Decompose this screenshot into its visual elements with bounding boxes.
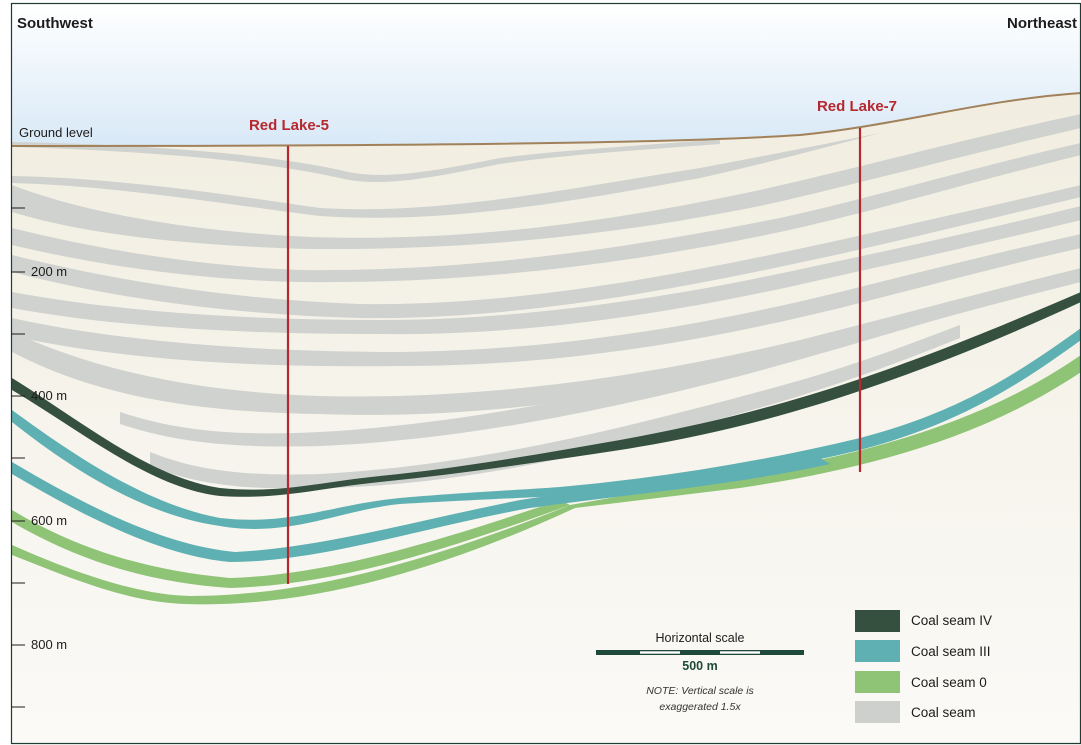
legend-swatch-coal-seam-0	[855, 671, 900, 693]
scale-note-line-2: exaggerated 1.5x	[659, 701, 741, 713]
legend-label-coal-seam-iii: Coal seam III	[911, 644, 991, 659]
scale-title: Horizontal scale	[656, 631, 745, 645]
ground-level-line	[11, 92, 1081, 147]
direction-northeast: Northeast	[1007, 15, 1077, 32]
legend-label-coal-seam-0: Coal seam 0	[911, 675, 987, 690]
scale-value: 500 m	[682, 659, 717, 673]
direction-southwest: Southwest	[17, 15, 93, 32]
depth-tick-800: 800 m	[31, 637, 67, 652]
coal-seam-iii-upper	[12, 328, 1081, 529]
well-label-red-lake-5: Red Lake-5	[249, 117, 329, 134]
coal-seam-band	[12, 268, 1081, 415]
ground-level-label: Ground level	[19, 125, 93, 140]
coal-seam-band	[120, 300, 960, 447]
coal-seam-iv	[12, 292, 1081, 497]
coal-seam-0	[12, 355, 1081, 605]
depth-tick-600: 600 m	[31, 513, 67, 528]
well-label-red-lake-7: Red Lake-7	[817, 98, 897, 115]
scale-note-line-1: NOTE: Vertical scale is	[646, 685, 754, 697]
coal-seam-0-upper	[12, 500, 570, 588]
legend-swatch-coal-seam-iv	[855, 610, 900, 632]
coal-seam-band	[12, 133, 880, 218]
legend-swatch-coal-seam-iii	[855, 640, 900, 662]
horizontal-scale: Horizontal scale 500 m NOTE: Vertical sc…	[596, 631, 804, 713]
coal-seam-iii	[12, 328, 1081, 562]
legend-label-coal-seam: Coal seam	[911, 705, 976, 720]
depth-tick-200: 200 m	[31, 264, 67, 279]
legend: Coal seam IV Coal seam III Coal seam 0 C…	[855, 610, 992, 723]
depth-tick-400: 400 m	[31, 388, 67, 403]
depth-axis	[11, 207, 25, 708]
legend-label-coal-seam-iv: Coal seam IV	[911, 613, 992, 628]
coal-seam-band	[12, 206, 1081, 335]
coal-seam-band	[12, 234, 1081, 367]
legend-swatch-coal-seam	[855, 701, 900, 723]
